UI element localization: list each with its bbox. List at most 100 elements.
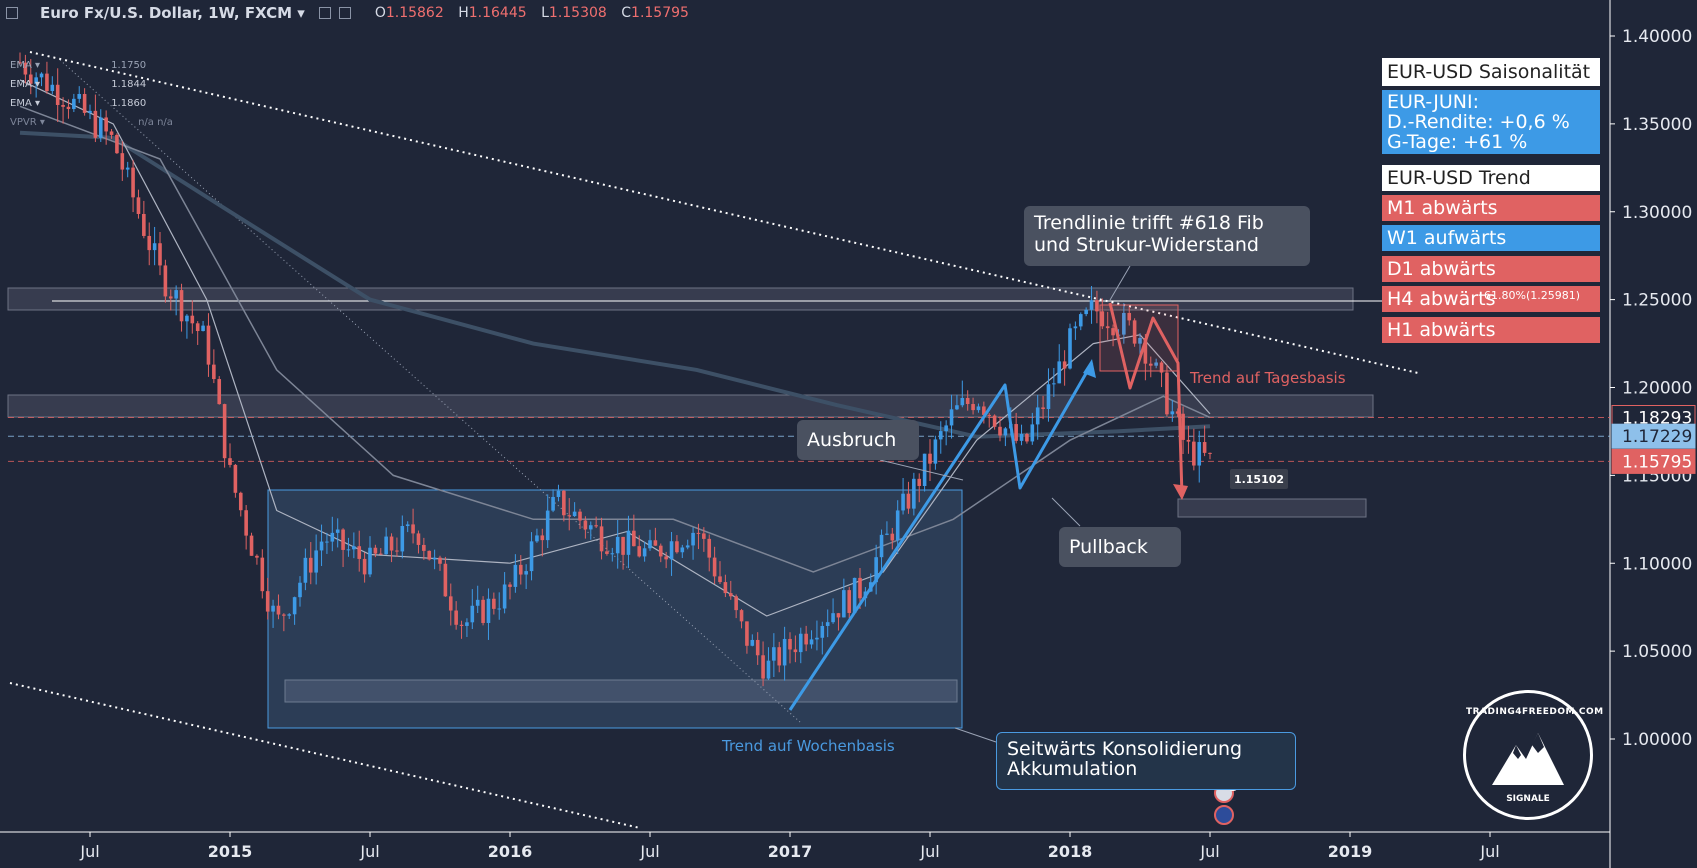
candle-body [168,296,173,299]
ema-value-1: 1.1844 [111,79,147,90]
candle-body [707,538,712,558]
callout-ausbruch: Ausbruch [797,420,919,460]
candle-body [98,117,103,138]
seasonality-box: EUR-JUNI: D.-Rendite: +0,6 % G-Tage: +61… [1382,90,1600,154]
candle-body [793,649,798,653]
chart-header: Euro Fx/U.S. Dollar, 1W, FXCM ▾ O1.15862… [0,0,1610,26]
candle-body [955,405,959,410]
candle-body [1073,326,1078,329]
candle-body [1025,434,1029,442]
candle-body [578,511,582,521]
consolidation-floor-zone [284,679,958,703]
candle-body [1014,424,1018,441]
candle-body [1165,372,1169,415]
candle-body [944,425,948,432]
hide-icon[interactable] [338,7,351,19]
y-tick-label: 1.05000 [1622,642,1692,662]
y-tick-label: 1.10000 [1622,554,1692,574]
candle-body [497,608,502,610]
logo-text-bottom: SIGNALE [1506,794,1550,804]
candle-body [314,550,318,573]
candle-body [567,515,572,517]
candle-body [766,660,771,679]
ema-legend-1[interactable]: EMA ▾ 1.1844 [10,79,147,90]
candle-body [201,325,205,332]
candle-body [298,582,302,598]
candle-body [648,540,652,549]
x-tick-label: Jul [919,842,939,861]
candle-body [782,638,787,666]
vpvr-legend[interactable]: VPVR ▾ n/a n/a [10,117,173,128]
candle-body [825,622,830,626]
candle-body [685,545,690,548]
candle-body [1170,411,1175,415]
y-tick-label: 1.20000 [1622,379,1692,399]
candle-body [626,530,631,555]
ema-legend-2[interactable]: EMA ▾ 1.1860 [10,98,147,109]
resistance-zone-upper [7,287,1354,311]
x-tick-label: Jul [639,842,659,861]
candle-body [658,545,663,557]
event-flag-eu [1214,805,1234,825]
candle-body [912,478,916,509]
callout-seitwaerts-line-1: Seitwärts Konsolidierung [1007,738,1243,760]
price-label-text: 1.15795 [1622,452,1692,472]
candle-body [88,110,92,113]
candle-body [470,605,475,623]
top-pattern-box [1099,304,1179,372]
candle-body [669,541,674,560]
candle-body [109,131,114,135]
candle-body [481,599,485,623]
candle-body [335,529,340,533]
candle-body [55,84,60,105]
candle-body [1208,452,1212,454]
candle-body [621,536,625,555]
candle-body [831,613,835,623]
candle-body [712,557,717,577]
candle-body [179,290,184,322]
candle-body [319,541,324,551]
candle-body [971,404,975,411]
candle-body [680,547,685,553]
candle-body [1192,441,1196,466]
candle-body [50,84,55,92]
candle-body [610,553,615,555]
ohlc-open: 1.15862 [385,5,444,21]
candle-body [1138,338,1142,344]
candle-body [438,557,442,564]
candle-body [885,533,889,535]
candle-body [1078,314,1083,327]
candle-body [34,77,38,84]
candle-body [734,596,738,611]
candle-body [1035,407,1040,425]
label-trend-week: Trend auf Wochenbasis [722,737,895,755]
candle-body [352,546,356,550]
last-price-tag-text: 1.15102 [1234,473,1284,486]
y-tick-label: 1.00000 [1622,730,1692,750]
candle-body [1197,442,1202,466]
candle-body [131,167,135,198]
candle-body [637,546,642,557]
candle-body [879,534,884,558]
trend-title: EUR-USD Trend [1382,165,1600,191]
callout-pointer-seitwaerts [954,727,997,743]
settings-icon[interactable] [318,7,331,19]
candle-body [702,533,706,539]
collapse-icon[interactable] [6,7,18,19]
trend-row-w1: W1 aufwärts [1382,225,1600,251]
candle-body [400,526,405,552]
candle-body [933,439,938,464]
candle-body [432,557,437,560]
candle-body [599,526,604,552]
ema-legend-top[interactable]: EMA ▾ 1.1750 [10,60,147,71]
candle-body [136,197,141,214]
daily-trend-arrow [1108,302,1184,497]
seasonality-line-3: G-Tage: +61 % [1387,131,1528,153]
candle-body [632,530,636,547]
candle-body [895,510,900,541]
candle-body [535,535,539,542]
seasonality-title: EUR-USD Saisonalität [1382,58,1600,86]
chart-title[interactable]: Euro Fx/U.S. Dollar, 1W, FXCM ▾ [40,4,305,22]
candle-body [815,637,819,640]
